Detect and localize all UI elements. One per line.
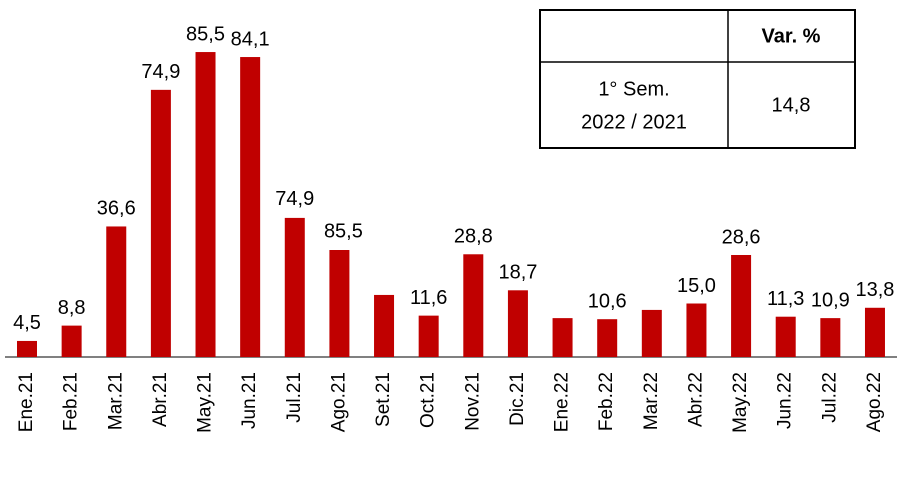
bar bbox=[686, 303, 707, 357]
data-label: 11,6 bbox=[410, 287, 447, 309]
bar bbox=[507, 290, 528, 357]
data-label: 4,5 bbox=[13, 312, 41, 334]
data-label: 85,5 bbox=[186, 23, 225, 45]
x-tick-label: Ene.22 bbox=[552, 372, 573, 432]
bar bbox=[374, 294, 395, 357]
x-tick-label: Dic.21 bbox=[507, 372, 528, 426]
bar bbox=[864, 307, 885, 357]
x-tick-label: Oct.21 bbox=[418, 372, 439, 428]
bar bbox=[775, 316, 796, 357]
x-tick-label: Mar.21 bbox=[105, 372, 126, 430]
bar bbox=[284, 217, 305, 357]
data-label: 36,6 bbox=[97, 198, 136, 220]
bar bbox=[641, 309, 662, 357]
x-tick-label: Ago.21 bbox=[328, 372, 349, 432]
annotation: 74,9 bbox=[275, 188, 314, 210]
summary-table: Var. % 1° Sem. 2022 / 2021 14,8 bbox=[539, 9, 856, 149]
x-tick-label: Jul.21 bbox=[284, 372, 305, 423]
bar bbox=[195, 52, 216, 358]
data-label: 18,7 bbox=[498, 262, 537, 284]
data-label: 28,8 bbox=[454, 226, 493, 248]
data-label: 84,1 bbox=[231, 28, 270, 50]
x-tick-label: Feb.22 bbox=[596, 372, 617, 431]
bar bbox=[463, 254, 484, 357]
x-tick-label: May.21 bbox=[195, 372, 216, 433]
annotation: 85,5 bbox=[324, 220, 363, 242]
x-tick-label: Set.21 bbox=[373, 372, 394, 427]
data-label: 10,9 bbox=[811, 289, 850, 311]
x-tick-label: Nov.21 bbox=[462, 372, 483, 431]
bar bbox=[150, 89, 171, 358]
x-tick-label: Mar.22 bbox=[641, 372, 662, 430]
bar bbox=[731, 254, 752, 357]
bar bbox=[820, 318, 841, 357]
bar bbox=[418, 315, 439, 357]
data-label: 10,6 bbox=[588, 290, 627, 312]
x-tick-label: Abr.21 bbox=[150, 372, 171, 427]
bar bbox=[240, 57, 261, 357]
table-header: Var. % bbox=[762, 25, 821, 47]
x-tick-label: Ago.22 bbox=[864, 372, 885, 432]
table-cell: 2022 / 2021 bbox=[581, 111, 687, 133]
bar bbox=[329, 250, 350, 357]
table-border bbox=[539, 9, 856, 149]
x-tick-label: Jul.22 bbox=[819, 372, 840, 423]
bar bbox=[597, 319, 618, 357]
data-label: 74,9 bbox=[141, 61, 180, 83]
x-tick-label: Feb.21 bbox=[61, 372, 82, 431]
data-label: 28,6 bbox=[722, 226, 761, 248]
bar bbox=[17, 340, 37, 357]
bar bbox=[61, 325, 82, 357]
data-label: 11,3 bbox=[767, 288, 804, 310]
table-cell: 1° Sem. bbox=[598, 78, 669, 100]
data-label: 13,8 bbox=[856, 279, 895, 301]
x-tick-label: Ene.21 bbox=[16, 372, 37, 432]
bar bbox=[552, 318, 573, 357]
x-tick-label: Jun.22 bbox=[775, 372, 796, 429]
x-tick-label: May.22 bbox=[730, 372, 751, 433]
bar bbox=[106, 226, 127, 357]
data-label: 8,8 bbox=[58, 297, 86, 319]
x-tick-label: Abr.22 bbox=[685, 372, 706, 427]
x-tick-label: Jun.21 bbox=[239, 372, 260, 429]
data-label: 15,0 bbox=[677, 275, 716, 297]
table-cell: 14,8 bbox=[772, 94, 811, 116]
